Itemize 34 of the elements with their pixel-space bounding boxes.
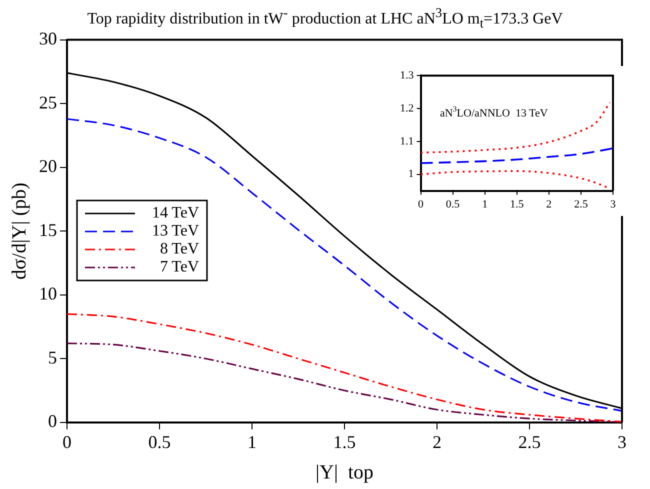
y-tick-label: 0: [48, 411, 57, 432]
legend-label: 7 TeV: [160, 258, 200, 276]
x-tick-label: 1: [248, 432, 256, 452]
line-series: [420, 147, 613, 164]
x-tick-label: 1.5: [333, 432, 356, 452]
y-tick-label: 10: [39, 284, 57, 304]
y-tick-label: 1.3: [400, 69, 414, 82]
x-tick-label: 3: [618, 432, 626, 452]
x-tick-label: 2.5: [518, 432, 541, 452]
line-series: [420, 102, 611, 154]
y-tick-label: 20: [39, 156, 57, 176]
x-tick-label: 2: [546, 198, 552, 210]
chart-title: Top rapidity distribution in tW$^{-}$ production at LHC aN$^{3}$LO m$_{t}$=173.3 GeV: [86, 4, 564, 31]
y-axis-title: dσ/d|Y| (pb): [8, 182, 30, 280]
legend-label: 8 TeV: [160, 240, 200, 258]
x-tick-label: 2: [432, 432, 442, 452]
x-tick-label: 2.5: [574, 198, 588, 210]
y-tick-label: 1: [408, 168, 414, 180]
x-tick-label: 1: [482, 198, 488, 210]
x-tick-label: 1.5: [510, 198, 524, 210]
y-tick-label: 30: [39, 28, 57, 49]
y-tick-label: 25: [39, 92, 57, 112]
legend-label: 13 TeV: [152, 222, 200, 240]
y-tick-label: 1.2: [400, 102, 414, 114]
legend-label: 14 TeV: [152, 204, 200, 222]
x-tick-label: 0: [62, 432, 72, 452]
y-tick-label: 5: [48, 347, 57, 368]
x-tick-label: 0.5: [446, 198, 460, 210]
y-tick-label: 1.1: [400, 135, 414, 148]
x-tick-label: 3: [610, 198, 616, 210]
x-tick-label: 0.5: [148, 432, 171, 452]
y-tick-label: 15: [39, 220, 57, 240]
x-tick-label: 0: [418, 198, 424, 210]
x-axis-title: |Y| top: [315, 461, 374, 484]
